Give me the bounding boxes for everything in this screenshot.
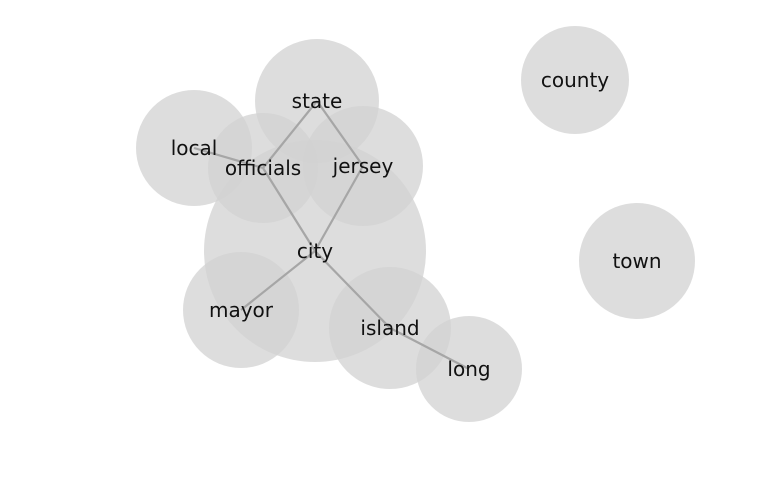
edge-officials-city xyxy=(262,167,316,252)
node-label-island: island xyxy=(360,316,419,340)
node-label-officials: officials xyxy=(225,156,301,180)
node-label-city: city xyxy=(297,239,333,263)
edge-jersey-city xyxy=(314,165,364,252)
edge-city-mayor xyxy=(240,250,316,311)
labels-layer: city state local officials jersey mayor island… xyxy=(171,68,662,381)
edge-state-officials xyxy=(262,100,318,169)
node-label-long: long xyxy=(447,357,490,381)
edge-local-officials xyxy=(193,146,264,170)
node-label-local: local xyxy=(171,136,218,160)
node-label-jersey: jersey xyxy=(332,154,394,178)
node-label-county: county xyxy=(541,68,609,92)
node-label-town: town xyxy=(612,249,661,273)
edge-state-jersey xyxy=(316,100,364,167)
edge-island-long xyxy=(389,327,470,370)
node-circle-county xyxy=(521,26,629,134)
edge-city-island xyxy=(314,250,391,329)
node-label-mayor: mayor xyxy=(209,298,274,322)
edges-layer xyxy=(193,100,470,370)
nodes-layer xyxy=(136,26,695,422)
node-label-state: state xyxy=(292,89,343,113)
node-circle-town xyxy=(579,203,695,319)
